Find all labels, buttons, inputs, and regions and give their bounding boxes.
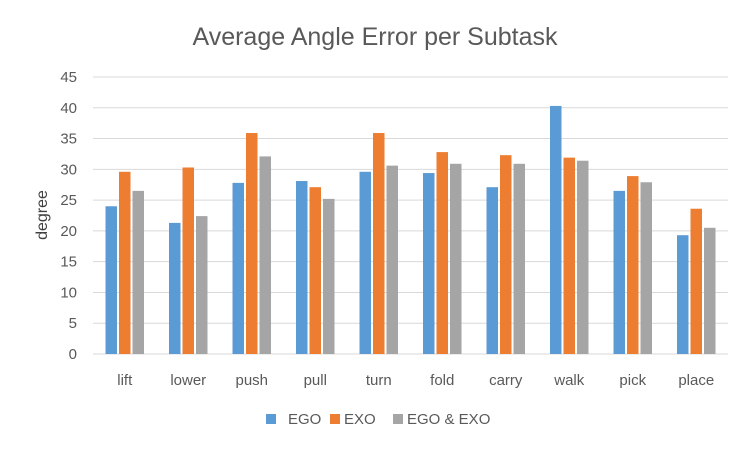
y-tick-label: 40 [60,100,77,117]
x-tick-label: fold [430,372,454,389]
y-tick-label: 25 [60,192,77,209]
bar-turn-1 [359,171,371,354]
bar-lift-2 [119,171,131,354]
bar-pull-1 [296,181,308,354]
x-tick-label: push [235,372,268,389]
bar-walk-2 [563,157,575,354]
y-axis-ticks: 0 5 10 15 20 25 30 35 40 45 [60,69,77,363]
bar-carry-2 [500,155,512,354]
bar-push-3 [259,156,271,354]
bar-fold-3 [450,163,462,354]
y-tick-label: 35 [60,131,77,148]
bar-carry-1 [486,187,498,354]
bar-place-3 [704,227,716,354]
bar-fold-2 [436,152,448,354]
bars [105,105,716,354]
x-tick-label: pick [619,372,646,389]
bar-fold-1 [423,173,435,354]
x-tick-label: pull [304,372,327,389]
bar-place-1 [677,235,689,354]
bar-lift-3 [132,190,144,354]
legend-swatch [266,414,276,424]
legend-label: EXO [344,411,376,428]
bar-lower-2 [182,167,194,354]
bar-pick-2 [627,176,639,354]
x-tick-label: walk [553,372,585,389]
x-axis-ticks: lift lower push pull turn fold carry walk pick pl… [117,372,714,389]
bar-turn-3 [386,165,398,354]
bar-push-2 [246,133,258,354]
y-tick-label: 30 [60,161,77,178]
x-tick-label: carry [489,372,523,389]
y-tick-label: 10 [60,284,77,301]
bar-lower-1 [169,222,181,354]
y-tick-label: 5 [69,315,77,332]
bar-pick-3 [640,182,652,354]
x-tick-label: place [678,372,714,389]
y-tick-label: 15 [60,254,77,271]
bar-lift-1 [105,206,117,354]
legend-swatch [393,414,403,424]
bar-place-2 [690,208,702,354]
y-tick-label: 0 [69,346,77,363]
bar-walk-3 [577,160,589,354]
legend-swatch [330,414,340,424]
bar-turn-2 [373,133,385,354]
chart-title: Average Angle Error per Subtask [192,23,558,51]
bar-walk-1 [550,105,562,354]
bar-lower-3 [196,216,208,354]
x-tick-label: lower [170,372,206,389]
legend-label: EGO [288,411,321,428]
bar-push-1 [232,182,244,354]
bar-pull-3 [323,198,335,354]
y-axis-label: degree [34,190,51,240]
y-tick-label: 20 [60,223,77,240]
legend: EGO EXO EGO & EXO [266,411,490,428]
x-tick-label: turn [366,372,392,389]
bar-pull-2 [309,187,321,354]
bar-pick-1 [613,190,625,354]
bar-carry-3 [513,163,525,354]
legend-label: EGO & EXO [407,411,490,428]
y-tick-label: 45 [60,69,77,86]
x-tick-label: lift [117,372,133,389]
